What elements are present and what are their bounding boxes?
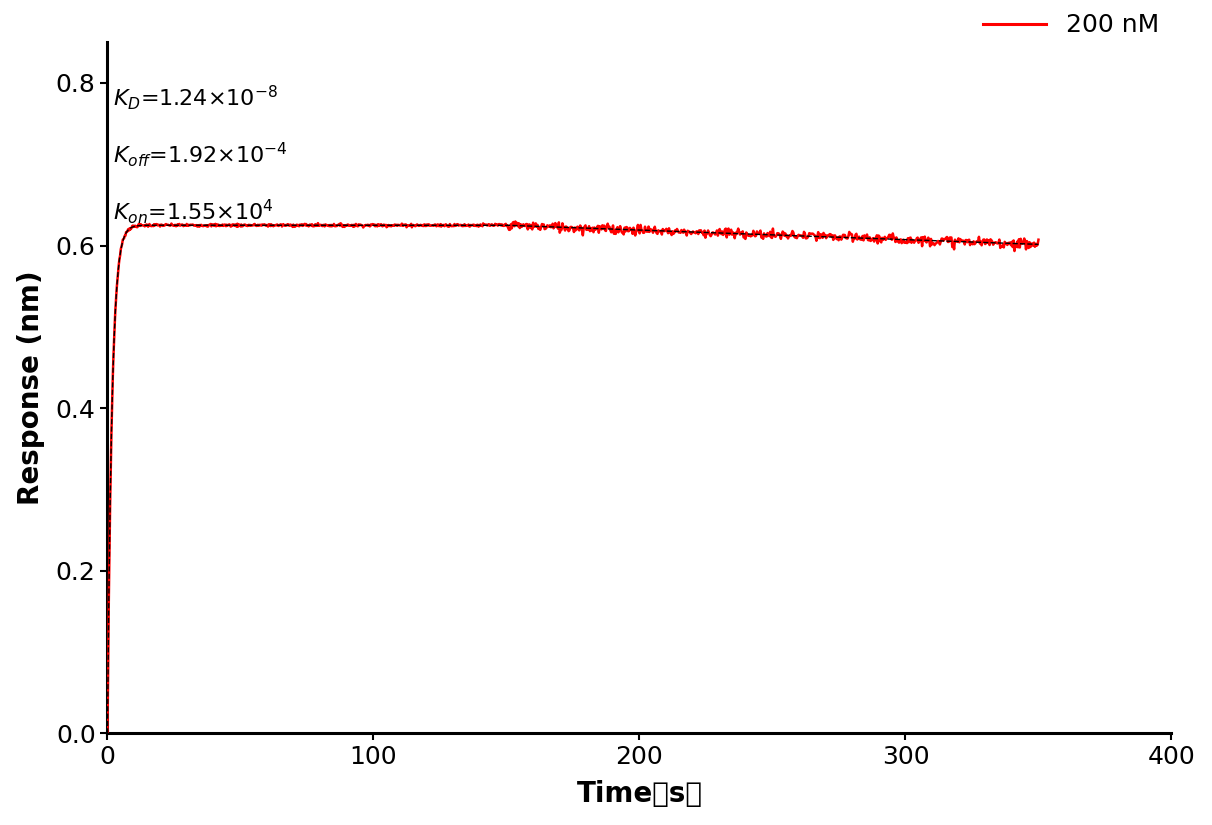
Legend: 200 nM: 200 nM [983, 13, 1159, 37]
X-axis label: Time（s）: Time（s） [577, 780, 703, 808]
Y-axis label: Response (nm): Response (nm) [17, 271, 45, 505]
Text: $K_{off}$=1.92×10$^{-4}$: $K_{off}$=1.92×10$^{-4}$ [113, 140, 287, 168]
Text: $K_D$=1.24×10$^{-8}$: $K_D$=1.24×10$^{-8}$ [113, 83, 278, 111]
Text: $K_{on}$=1.55×10$^{4}$: $K_{on}$=1.55×10$^{4}$ [113, 197, 274, 225]
